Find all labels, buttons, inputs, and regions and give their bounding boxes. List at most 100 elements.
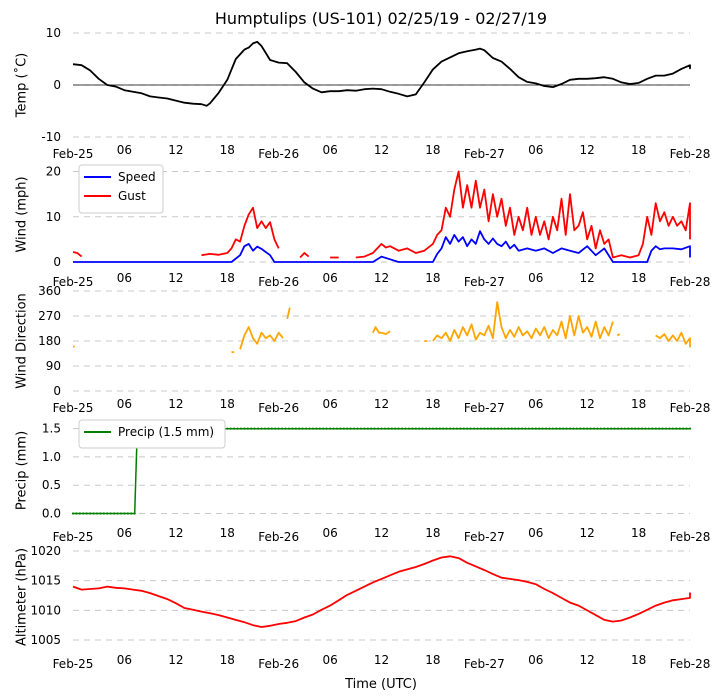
precip-point (445, 427, 448, 430)
precip-point (119, 512, 123, 515)
y-tick-label-dir: 360 (38, 284, 61, 298)
precip-point (575, 427, 578, 430)
precip-point (678, 427, 681, 430)
x-tick-label-dir: Feb-27 (464, 401, 505, 415)
x-tick-label-dir: 18 (220, 397, 235, 411)
x-tick-label-precip: Feb-25 (53, 530, 94, 544)
x-tick-label-temp: 12 (580, 143, 595, 157)
x-tick-label-precip: 12 (580, 526, 595, 540)
precip-point (339, 427, 342, 430)
legend-wind: Speed Gust (78, 164, 164, 214)
x-tick-label-precip: 18 (631, 526, 646, 540)
precip-point (627, 427, 630, 430)
precip-point (503, 427, 506, 430)
precip-point (610, 427, 613, 430)
x-tick-label-temp: 18 (220, 143, 235, 157)
precip-point (116, 512, 119, 515)
precip-point (92, 512, 95, 515)
precip-point (462, 427, 465, 430)
precip-point (82, 512, 85, 515)
x-tick-label-wind: 06 (117, 271, 132, 285)
y-tick-label-alt: 1005 (30, 633, 61, 647)
y-tick-label-alt: 1015 (30, 574, 61, 588)
precip-point (510, 427, 513, 430)
precip-point (572, 427, 575, 430)
precip-point (651, 427, 654, 430)
precip-point (520, 427, 524, 430)
precip-point (113, 512, 116, 515)
precip-point (644, 427, 647, 430)
precip-point (226, 427, 229, 430)
precip-point (664, 427, 668, 430)
precip-point (390, 427, 393, 430)
precip-point (685, 427, 688, 430)
x-tick-label-alt: Feb-26 (258, 657, 299, 671)
precip-point (284, 427, 287, 430)
precip-point (431, 427, 435, 430)
precip-point (606, 427, 609, 430)
series-wind-gust-line (355, 170, 691, 259)
precip-point (620, 427, 623, 430)
precip-point (668, 427, 671, 430)
precip-point (311, 427, 315, 430)
precip-point (404, 427, 407, 430)
legend-precip: Precip (1.5 mm) (78, 419, 226, 449)
precip-point (71, 512, 75, 515)
x-tick-label-alt: Feb-28 (670, 657, 711, 671)
y-tick-label-precip: 0.5 (42, 478, 61, 492)
precip-point (308, 427, 311, 430)
x-tick-label-precip: 06 (322, 526, 337, 540)
precip-point (370, 427, 373, 430)
precip-point (579, 427, 582, 430)
series-dir-direction-line (655, 331, 691, 348)
precip-point (325, 427, 328, 430)
precip-point (352, 427, 356, 430)
precip-point (452, 427, 455, 430)
panel-precip: 0.0 0.5 1.0 1.5 Precip (mm) Feb-25 06 12 18 Feb-2… (15, 419, 710, 544)
precip-point (349, 427, 352, 430)
precip-point (442, 427, 445, 430)
precip-point (407, 427, 411, 430)
panels: -10 0 10 Temp (˚C) Feb-25 06 12 18 Feb-26 06 12 18 F… (14, 26, 711, 671)
y-tick-label-temp: -10 (41, 130, 61, 144)
precip-point (493, 427, 496, 430)
x-tick-label-alt: Feb-25 (53, 657, 94, 671)
x-tick-label-temp: 06 (117, 143, 132, 157)
x-tick-label-wind: 18 (631, 271, 646, 285)
x-tick-label-wind: Feb-27 (464, 275, 505, 289)
precip-point (335, 427, 339, 430)
precip-point (634, 427, 637, 430)
precip-point (589, 427, 592, 430)
precip-point (250, 427, 253, 430)
x-tick-label-alt: 06 (528, 653, 543, 667)
x-tick-label-dir: 18 (631, 397, 646, 411)
precip-point (243, 427, 246, 430)
series-wind-gust-line (201, 206, 280, 257)
precip-point (400, 427, 404, 430)
x-tick-label-wind: Feb-28 (670, 275, 711, 289)
y-tick-label-alt: 1010 (30, 603, 61, 617)
precip-point (229, 427, 232, 430)
precip-point (558, 427, 561, 430)
precip-point (435, 427, 438, 430)
precip-point (322, 427, 325, 430)
precip-point (78, 512, 81, 515)
precip-point (654, 427, 657, 430)
precip-point (123, 512, 126, 515)
precip-point (363, 427, 366, 430)
precip-point (298, 427, 301, 430)
x-tick-label-wind: 12 (374, 271, 389, 285)
precip-point (99, 512, 102, 515)
y-axis-label-wind: Wind (mph) (15, 176, 30, 252)
y-tick-label-dir: 270 (38, 309, 61, 323)
precip-point (126, 512, 129, 515)
precip-point (411, 427, 414, 430)
y-tick-label-precip: 0.0 (42, 506, 61, 520)
x-tick-label-dir: Feb-28 (670, 401, 711, 415)
x-tick-label-wind: 12 (580, 271, 595, 285)
x-tick-label-precip: 06 (117, 526, 132, 540)
precip-point (253, 427, 256, 430)
x-tick-label-dir: 18 (425, 397, 440, 411)
x-tick-label-temp: 12 (168, 143, 183, 157)
precip-point (568, 427, 572, 430)
